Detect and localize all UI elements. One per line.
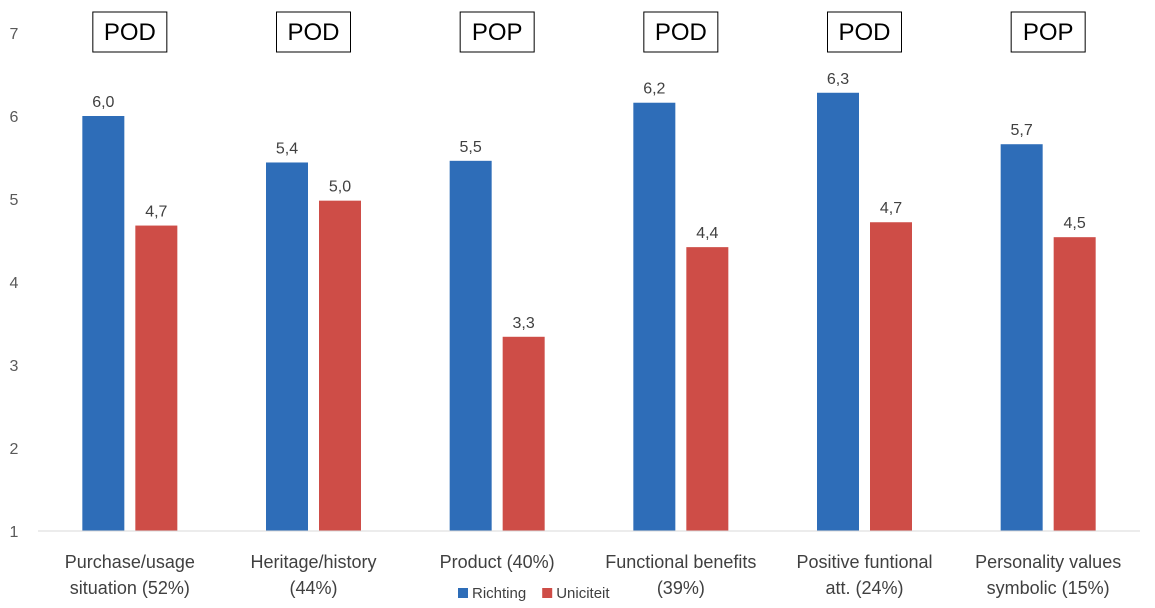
tag-label: POP (472, 19, 523, 46)
data-label: 5,5 (460, 139, 482, 156)
data-label: 5,7 (1011, 122, 1033, 139)
x-category-label: Product (40%) (440, 552, 555, 572)
bar-richting (449, 160, 492, 531)
data-label: 4,7 (145, 204, 167, 221)
bar-uniciteit (319, 200, 361, 531)
data-label: 6,2 (643, 81, 665, 98)
tag-label: POP (1023, 19, 1074, 46)
y-tick-label: 6 (10, 109, 19, 126)
legend-label: Richting (472, 585, 526, 602)
x-category-label: (39%) (657, 578, 705, 598)
data-label: 4,5 (1064, 215, 1086, 232)
x-category-label: att. (24%) (825, 578, 903, 598)
bar-uniciteit (135, 225, 178, 531)
x-category-label: symbolic (15%) (987, 578, 1110, 598)
x-category-label: (44%) (289, 578, 337, 598)
tag-label: POD (838, 19, 890, 46)
y-axis-ticks: 1 2 3 4 5 6 7 (10, 26, 19, 541)
tag-box (827, 11, 902, 53)
bars (82, 92, 1096, 532)
legend-swatch (542, 588, 553, 598)
x-category-label: situation (52%) (70, 578, 190, 598)
tag-label: POD (655, 19, 707, 46)
x-category-label: Functional benefits (605, 552, 756, 572)
legend-swatch (458, 588, 468, 598)
bar-richting (633, 102, 676, 531)
tag-box (92, 11, 168, 53)
x-category-label: Positive funtional (796, 552, 932, 572)
x-category-label: Purchase/usage (65, 552, 195, 572)
y-tick-label: 7 (10, 26, 19, 43)
x-category-label: Personality values (975, 552, 1121, 572)
y-tick-label: 3 (10, 358, 19, 375)
data-label: 5,0 (329, 179, 351, 196)
data-labels: 6,0 4,7 5,4 5,0 5,5 3,3 6,2 4,4 6,3 4,7 5,7 4,5 (92, 71, 1086, 332)
tag-label: POD (287, 19, 339, 46)
y-tick-label: 2 (10, 441, 19, 458)
tag-box (459, 11, 535, 53)
bar-uniciteit (686, 247, 729, 531)
data-label: 4,4 (696, 225, 718, 242)
data-label: 6,0 (92, 94, 114, 111)
y-tick-label: 1 (10, 524, 19, 541)
bar-uniciteit (1053, 237, 1096, 531)
tag-label: POD (104, 19, 156, 46)
data-label: 5,4 (276, 140, 298, 157)
y-tick-label: 4 (10, 275, 19, 292)
category-tags: POD POD POP POD POD POP (92, 11, 1086, 53)
tag-box (1010, 11, 1086, 53)
data-label: 3,3 (513, 315, 535, 332)
data-label: 6,3 (827, 71, 849, 88)
bar-richting (817, 92, 859, 531)
bar-uniciteit (502, 336, 545, 531)
tag-box (643, 11, 719, 53)
legend-label: Uniciteit (556, 585, 610, 602)
bar-richting (82, 116, 125, 531)
data-label: 4,7 (880, 200, 902, 217)
bar-richting (266, 162, 308, 532)
bar-uniciteit (870, 222, 912, 532)
y-tick-label: 5 (10, 192, 19, 209)
legend: Richting Uniciteit (458, 585, 610, 602)
tag-box (276, 11, 351, 53)
x-category-label: Heritage/history (250, 552, 376, 572)
x-axis-categories: Purchase/usage situation (52%) Heritage/hi… (65, 552, 1121, 598)
bar-richting (1000, 144, 1043, 531)
